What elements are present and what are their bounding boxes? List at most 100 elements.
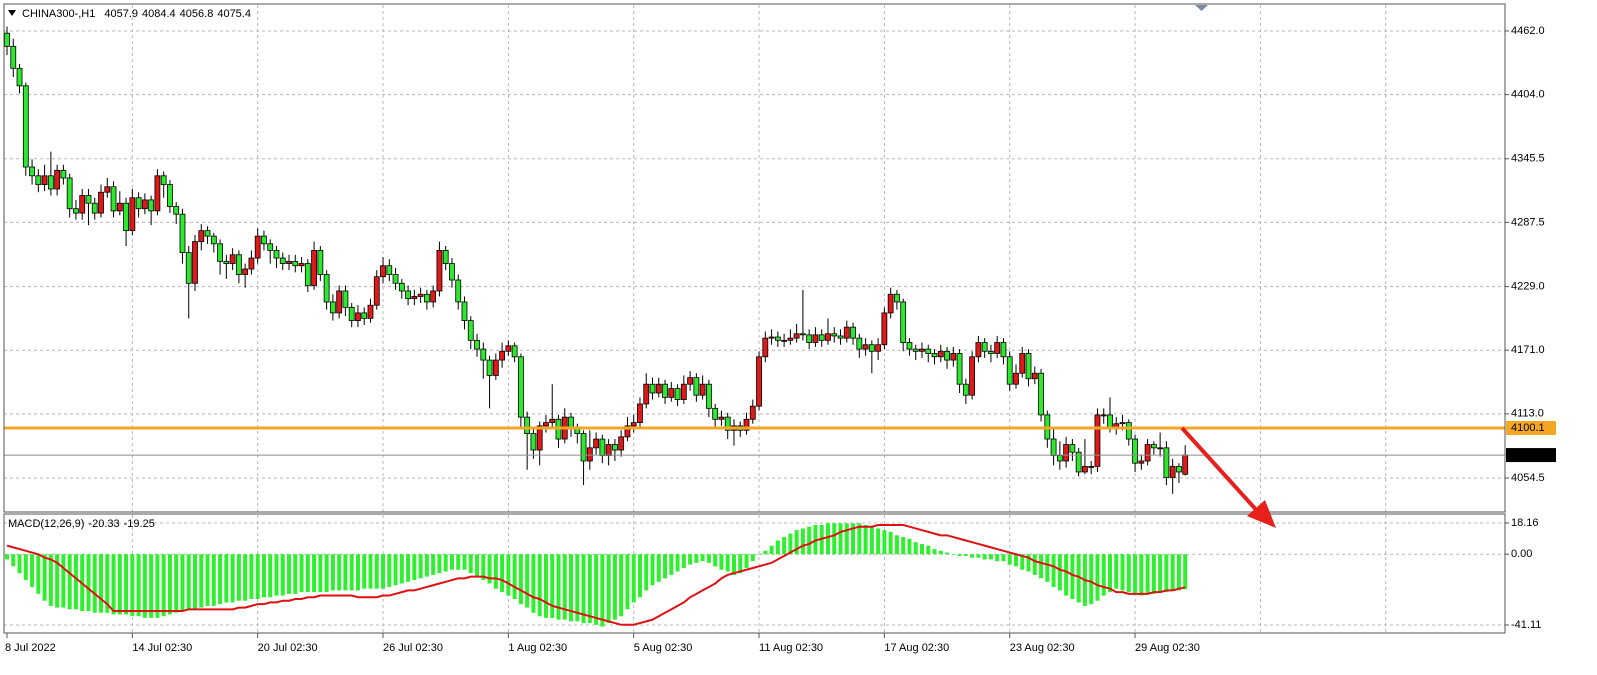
macd-bar xyxy=(180,554,185,612)
macd-bar xyxy=(105,554,110,613)
candle-body xyxy=(273,249,280,259)
candle-body xyxy=(1163,447,1170,478)
macd-bar xyxy=(825,523,830,555)
macd-bar xyxy=(1057,554,1062,591)
candle-body xyxy=(806,334,813,343)
candle-body xyxy=(298,263,305,267)
candle-body xyxy=(837,335,844,339)
candle-body xyxy=(687,377,694,385)
candle-body xyxy=(442,249,449,264)
candle-body xyxy=(781,339,788,342)
candle-body xyxy=(593,438,599,449)
macd-bar xyxy=(769,545,774,555)
candle-body xyxy=(173,206,180,215)
candle-body xyxy=(1138,460,1145,464)
y-tick-label: 0.00 xyxy=(1511,548,1532,560)
candle-body xyxy=(492,359,499,376)
candle-body xyxy=(398,282,405,292)
macd-bar xyxy=(1076,554,1081,603)
candle-body xyxy=(1125,422,1132,440)
candle-body xyxy=(1006,356,1013,385)
macd-bar xyxy=(424,554,429,577)
candle-body xyxy=(342,290,349,308)
macd-bar xyxy=(418,554,423,579)
macd-bar xyxy=(255,554,260,599)
candle-body xyxy=(950,353,957,361)
candle-body xyxy=(373,276,380,306)
candle-body xyxy=(1169,466,1176,478)
candle-body xyxy=(624,425,631,438)
macd-bar xyxy=(562,554,567,620)
macd-bar xyxy=(475,554,480,577)
macd-bar xyxy=(832,523,837,555)
macd-bar xyxy=(449,554,454,570)
candle-body xyxy=(160,175,167,185)
macd-bar xyxy=(888,531,893,555)
macd-bar xyxy=(882,530,887,555)
candle-body xyxy=(98,191,104,214)
macd-bar xyxy=(713,554,718,567)
macd-bar xyxy=(186,554,191,610)
candle-body xyxy=(4,32,10,47)
macd-bar xyxy=(919,543,924,555)
macd-bar xyxy=(1013,554,1018,567)
macd-bar xyxy=(731,554,736,575)
candle-body xyxy=(1107,414,1113,429)
x-tick-label: 20 Jul 02:30 xyxy=(258,642,318,654)
macd-bar xyxy=(575,554,580,622)
macd-bar xyxy=(543,554,548,618)
y-tick-label: -41.11 xyxy=(1511,619,1541,631)
candle-body xyxy=(60,169,67,179)
candle-body xyxy=(637,403,643,424)
macd-header: MACD(12,26,9) -20.33 -19.25 xyxy=(8,518,155,530)
candle-body xyxy=(524,416,531,434)
macd-bar xyxy=(312,554,317,593)
candle-body xyxy=(386,265,393,275)
macd-bar xyxy=(36,554,41,594)
macd-bar xyxy=(719,554,724,570)
x-tick-label: 26 Jul 02:30 xyxy=(383,642,443,654)
y-tick-label: 4287.5 xyxy=(1511,216,1545,228)
level-label: 4100.1 xyxy=(1511,422,1545,434)
candle-body xyxy=(148,199,155,212)
macd-bar xyxy=(863,524,868,555)
macd-bar xyxy=(149,554,154,618)
macd-bar xyxy=(42,554,47,601)
x-tick-label: 14 Jul 02:30 xyxy=(132,642,192,654)
candle-body xyxy=(167,184,173,207)
macd-bar xyxy=(775,540,780,555)
shift-marker xyxy=(1195,5,1208,11)
candle-body xyxy=(41,175,48,185)
macd-bar xyxy=(299,554,304,593)
macd-bar xyxy=(1039,554,1044,579)
candle-body xyxy=(894,293,900,303)
candle-body xyxy=(511,345,518,358)
macd-bar xyxy=(355,554,360,591)
candle-body xyxy=(229,254,236,264)
macd-bar xyxy=(1045,554,1050,582)
macd-bar xyxy=(280,554,285,596)
candle-body xyxy=(1082,466,1088,473)
macd-bar xyxy=(431,554,436,575)
macd-bar xyxy=(161,554,166,617)
candle-body xyxy=(329,301,336,314)
candle-body xyxy=(693,377,700,396)
candle-body xyxy=(185,252,192,284)
signal-line xyxy=(6,523,1186,626)
macd-bar xyxy=(669,554,674,575)
macd-bar xyxy=(656,554,661,582)
header-high: 4084.4 xyxy=(142,8,176,20)
macd-bar xyxy=(1126,554,1131,593)
macd-bar xyxy=(368,554,373,589)
macd-bar xyxy=(932,549,937,555)
macd-bar xyxy=(1001,554,1006,562)
header-close: 4075.4 xyxy=(217,8,251,20)
candle-body xyxy=(668,388,675,398)
candle-body xyxy=(430,290,437,303)
candle-body xyxy=(743,418,750,431)
macd-bar xyxy=(224,554,229,603)
macd-bar xyxy=(838,523,843,555)
candle-body xyxy=(706,383,712,409)
macd-bar xyxy=(73,554,78,610)
macd-bar xyxy=(268,554,273,598)
